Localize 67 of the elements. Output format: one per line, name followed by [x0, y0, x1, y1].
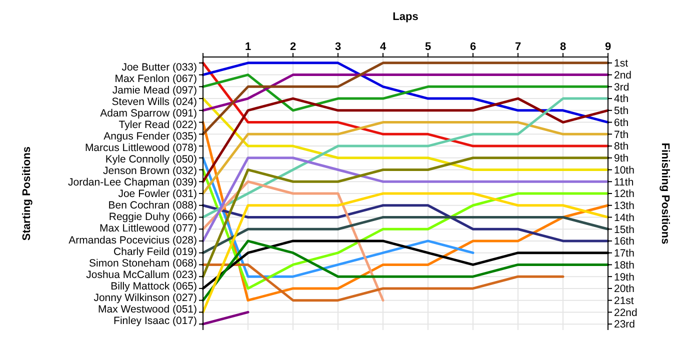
- text: Jenson Brown (032): [103, 165, 197, 178]
- line-series: [202, 263, 564, 302]
- y-tick-label: 4th: [614, 93, 629, 106]
- y-tick-label: 5th: [614, 105, 629, 118]
- y-tick-label: 3rd: [614, 81, 630, 94]
- y-tick-label: 13th: [614, 200, 635, 212]
- x-tick-label: 5: [424, 41, 432, 53]
- text: Adam Sparrow (091): [100, 108, 197, 120]
- text: Joe Fowler (031): [118, 188, 197, 200]
- y-tick-label: 14th: [614, 212, 635, 224]
- text: Jordan-Lee Chapman (039): [68, 176, 197, 189]
- line-series: [202, 156, 610, 242]
- y-tick-label: 20th: [614, 283, 635, 296]
- line-series: [202, 240, 610, 302]
- text: Steven Wills (024): [112, 96, 197, 108]
- y-tick-label: 10th: [614, 164, 635, 176]
- text: Max Westwood (051): [98, 303, 197, 316]
- y-tick-label: 12th: [614, 188, 635, 200]
- y-tick-label: 16th: [614, 236, 635, 248]
- y-tick-label: 18th: [614, 259, 635, 272]
- x-tick-label: 4: [380, 41, 387, 53]
- y-tick-label: 6th: [614, 116, 629, 129]
- y-tick-label: 9th: [614, 152, 629, 165]
- y-tick-label: 11th: [614, 176, 634, 188]
- line-series: [202, 62, 610, 124]
- text: Max Littlewood (077): [100, 222, 197, 235]
- x-tick-label: 3: [334, 41, 342, 53]
- y-tick-label: 15th: [614, 224, 635, 236]
- text: Charly Feild (019): [114, 246, 197, 258]
- x-tick-label: 2: [290, 41, 296, 53]
- text: Billy Mattock (065): [110, 280, 197, 292]
- x-tick-label: 9: [604, 41, 612, 53]
- text: Kyle Connolly (050): [105, 154, 197, 166]
- text: Marcus Littlewood (078): [84, 142, 197, 154]
- y-tick-label: 8th: [614, 140, 629, 153]
- line-series: [202, 97, 610, 218]
- y-tick-label: 19th: [614, 271, 635, 284]
- text: Simon Stoneham (068): [89, 257, 197, 270]
- text: Ben Cochran (088): [108, 200, 197, 212]
- line-series: [202, 204, 610, 242]
- x-tick-label: 7: [514, 41, 522, 53]
- text: Max Fenlon (067): [114, 72, 197, 85]
- text: Armandas Pocevicius (028): [68, 234, 197, 246]
- text: Jamie Mead (097): [112, 84, 197, 96]
- y-tick-label: 23rd: [614, 318, 636, 331]
- y-tick-label: 7th: [614, 128, 629, 141]
- x-axis-title: Laps: [392, 11, 418, 23]
- y-tick-label: 22nd: [614, 306, 638, 319]
- y-tick-label: 2nd: [614, 69, 632, 82]
- y-axis-title: Finishing Positions: [659, 142, 671, 244]
- line-series: [202, 192, 610, 314]
- y-tick-label: 17th: [614, 248, 635, 260]
- line-series: [202, 74, 610, 112]
- text: Starting Positions: [21, 146, 33, 241]
- y-tick-label: 1st: [614, 58, 628, 70]
- text: Jonny Wilkinson (027): [94, 292, 197, 304]
- y-tick-label: 21st: [614, 295, 634, 307]
- text: Joe Butter (033): [122, 61, 197, 74]
- text: Angus Fender (035): [104, 130, 197, 143]
- x-tick-label: 6: [470, 41, 476, 53]
- text: Finley Isaac (017): [114, 314, 197, 327]
- text: Tyler Read (022): [118, 119, 197, 132]
- line-series: [202, 156, 610, 278]
- x-tick-label: 8: [560, 41, 566, 53]
- text: Joshua McCallum (023): [86, 268, 197, 281]
- text: Reggie Duhy (066): [108, 211, 197, 224]
- x-tick-label: 1: [244, 41, 252, 53]
